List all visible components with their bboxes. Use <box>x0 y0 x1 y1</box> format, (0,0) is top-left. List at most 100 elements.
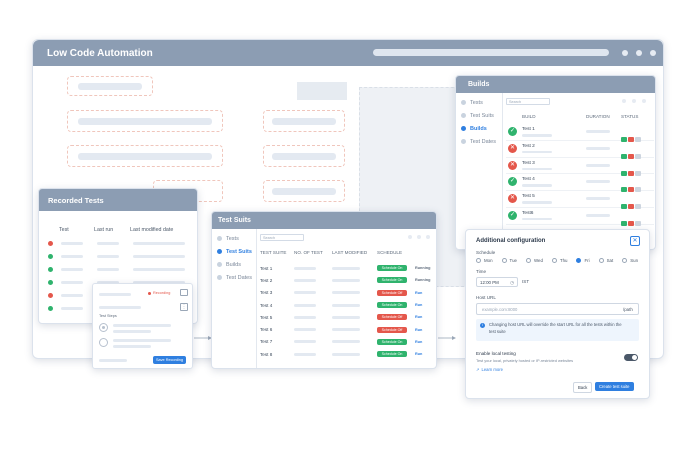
run-action[interactable]: Running <box>415 266 431 271</box>
schedule-badge[interactable]: Schedule On <box>377 277 407 284</box>
column-header-test-suite[interactable]: TEST SUITE <box>260 250 287 255</box>
column-header-last-run[interactable]: Last run <box>94 227 114 233</box>
sidebar-item-tests[interactable]: Tests <box>217 232 257 245</box>
schedule-label: Schedule <box>476 250 496 255</box>
table-row[interactable]: ✓ Test6 <box>506 208 654 226</box>
table-row[interactable]: ✕ Test 5 <box>506 191 654 210</box>
recording-indicator: Recording <box>148 291 170 295</box>
host-url-input[interactable]: example.com:8000 /path <box>476 303 639 315</box>
status-chips <box>621 213 642 231</box>
toolbar-dot[interactable] <box>632 99 636 103</box>
table-row[interactable] <box>48 250 197 263</box>
column-header-status[interactable]: STATUS <box>621 114 639 119</box>
column-header-last-modified[interactable]: Last modified date <box>130 227 174 233</box>
table-row[interactable]: Test 3 Schedule Off Run <box>260 287 435 299</box>
sidebar-item-test-suits[interactable]: Test Suits <box>217 245 257 258</box>
table-row[interactable]: Test 1 Schedule On Running <box>260 262 435 274</box>
day-option-sat[interactable]: Sat <box>598 258 613 263</box>
save-recording-button[interactable]: Save Recording <box>153 356 187 364</box>
toolbar-dot[interactable] <box>642 99 646 103</box>
sidebar-item-tests[interactable]: Tests <box>461 96 501 109</box>
run-action[interactable]: Run <box>415 315 423 320</box>
sidebar-item-label: Tests <box>470 99 483 106</box>
day-option-thu[interactable]: Thu <box>551 258 567 263</box>
toolbar-dot[interactable] <box>417 235 421 239</box>
table-row[interactable]: Test 8 Schedule On Run <box>260 348 435 360</box>
placeholder-block <box>263 180 345 202</box>
minimize-icon[interactable] <box>180 289 188 296</box>
table-row[interactable] <box>48 237 197 250</box>
day-option-fri[interactable]: Fri <box>576 258 590 263</box>
day-option-sun[interactable]: Sun <box>622 258 638 263</box>
clock-icon: ◷ <box>510 280 514 285</box>
table-row[interactable]: Test 4 Schedule On Run <box>260 299 435 311</box>
suite-name: Test 5 <box>260 314 273 320</box>
learn-more-link[interactable]: ↗ Learn more <box>476 367 503 372</box>
window-control-dot[interactable] <box>636 50 642 56</box>
schedule-badge[interactable]: Schedule On <box>377 338 407 345</box>
table-row[interactable] <box>48 276 197 289</box>
toolbar-dot[interactable] <box>426 235 430 239</box>
run-action[interactable]: Run <box>415 339 423 344</box>
info-text: Changing host URL will override the star… <box>489 322 622 334</box>
back-button[interactable]: Back <box>573 382 593 393</box>
sidebar-item-label: Builds <box>470 125 487 132</box>
column-header-schedule[interactable]: SCHEDULE <box>377 250 403 255</box>
suite-name: Test 4 <box>260 302 273 308</box>
table-row[interactable] <box>48 263 197 276</box>
check-circle-icon: ✓ <box>508 127 517 136</box>
host-url-label: Host URL <box>476 295 496 300</box>
table-row[interactable]: Test 5 Schedule Off Run <box>260 311 435 323</box>
schedule-badge[interactable]: Schedule On <box>377 351 407 358</box>
run-action[interactable]: Running <box>415 278 431 283</box>
sidebar-item-builds[interactable]: Builds <box>217 258 257 271</box>
address-bar[interactable] <box>373 49 609 56</box>
sidebar-item-builds[interactable]: Builds <box>461 122 501 135</box>
table-row[interactable]: Test 6 Schedule Off Run <box>260 323 435 335</box>
dialog-title: Additional configuration <box>476 238 546 244</box>
table-row[interactable]: ✓ Test 1 <box>506 124 654 142</box>
builds-search[interactable]: Search <box>506 98 550 105</box>
run-action[interactable]: Run <box>415 290 423 295</box>
schedule-badge[interactable]: Schedule Off <box>377 326 407 333</box>
sidebar-icon <box>217 275 222 280</box>
table-row[interactable]: Test 7 Schedule On Run <box>260 336 435 348</box>
run-action[interactable]: Run <box>415 303 423 308</box>
placeholder-block <box>67 145 223 167</box>
builds-header: Builds <box>456 76 655 93</box>
table-row[interactable]: ✓ Test 4 <box>506 174 654 193</box>
column-header-build[interactable]: BUILD <box>522 114 536 119</box>
day-option-tue[interactable]: Tue <box>501 258 517 263</box>
close-icon[interactable]: ✕ <box>630 236 640 246</box>
local-testing-toggle[interactable] <box>624 354 638 361</box>
schedule-badge[interactable]: Schedule On <box>377 265 407 272</box>
recorder-panel: Recording ⋮ Test Steps Save Recording <box>92 283 193 369</box>
test-steps-label: Test Steps <box>99 314 117 318</box>
window-control-dot[interactable] <box>650 50 656 56</box>
column-header-last-modified[interactable]: LAST MODIFIED <box>332 250 368 255</box>
schedule-badge[interactable]: Schedule Off <box>377 314 407 321</box>
schedule-badge[interactable]: Schedule Off <box>377 289 407 296</box>
sidebar-item-test-dates[interactable]: Test Dates <box>217 271 257 284</box>
table-row[interactable]: Test 2 Schedule On Running <box>260 274 435 286</box>
column-header-test[interactable]: Test <box>59 227 69 233</box>
run-action[interactable]: Run <box>415 327 423 332</box>
column-header-duration[interactable]: DURATION <box>586 114 610 119</box>
day-option-mon[interactable]: Mon <box>476 258 493 263</box>
window-control-dot[interactable] <box>622 50 628 56</box>
sidebar-item-test-dates[interactable]: Test Dates <box>461 135 501 148</box>
table-row[interactable]: ✕ Test 2 <box>506 141 654 159</box>
column-header-no-of-test[interactable]: NO. OF TEST <box>294 250 323 255</box>
table-row[interactable]: ✕ Test 3 <box>506 158 654 176</box>
sidebar-item-test-suits[interactable]: Test Suits <box>461 109 501 122</box>
toolbar-dot[interactable] <box>408 235 412 239</box>
more-options-icon[interactable]: ⋮ <box>180 303 188 311</box>
day-option-wed[interactable]: Wed <box>525 258 543 263</box>
toolbar-dot[interactable] <box>622 99 626 103</box>
run-action[interactable]: Run <box>415 352 423 357</box>
time-input[interactable]: 12:00 PM ◷ <box>476 277 518 287</box>
schedule-badge[interactable]: Schedule On <box>377 302 407 309</box>
test-suits-search[interactable]: Search <box>260 234 304 241</box>
create-test-suite-button[interactable]: Create test suite <box>595 382 634 391</box>
status-chips <box>621 196 642 214</box>
